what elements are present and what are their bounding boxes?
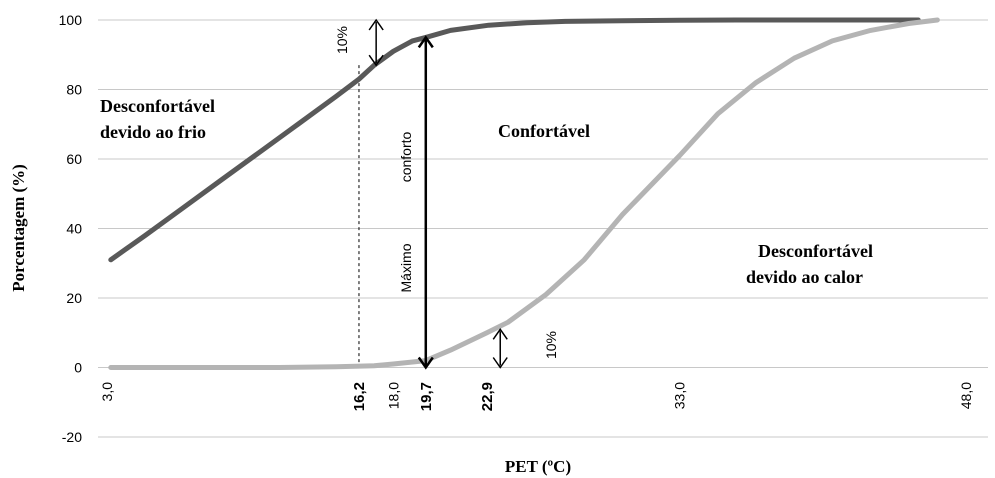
cold-region-label-line1: Desconfortável — [100, 96, 215, 116]
ten-percent-bottom-label: 10% — [543, 331, 559, 359]
x-tick-label: 18,0 — [385, 382, 401, 409]
gridlines — [98, 19, 988, 438]
series-heat-discomfort-line — [108, 17, 940, 370]
comfort-region-label: Confortável — [498, 121, 590, 141]
x-tick-label: 19,7 — [418, 382, 435, 411]
y-axis-ticks: -20 0 20 40 60 80 100 — [59, 12, 83, 445]
x-axis-title: PET (ºC) — [505, 457, 571, 476]
heat-region-label-line2: devido ao calor — [746, 267, 863, 287]
x-tick-label: 48,0 — [958, 382, 974, 409]
heat-region-label-line1: Desconfortável — [758, 241, 873, 261]
x-axis-ticks: 3,0 16,2 18,0 19,7 22,9 33,0 48,0 — [99, 382, 974, 411]
max-comfort-label-1: Máximo — [398, 243, 414, 292]
x-tick-label: 33,0 — [672, 382, 688, 409]
cold-region-label-line2: devido ao frio — [100, 122, 206, 142]
x-tick-label: 3,0 — [99, 382, 115, 402]
ten-percent-top-arrow — [368, 18, 384, 67]
max-comfort-label-2: conforto — [398, 131, 414, 182]
ten-percent-top-label: 10% — [334, 26, 350, 54]
x-tick-label: 22,9 — [479, 382, 496, 411]
x-tick-label: 16,2 — [351, 382, 368, 411]
y-axis-title: Porcentagem (%) — [9, 164, 28, 292]
y-tick-label: 40 — [66, 221, 82, 237]
y-tick-label: -20 — [62, 429, 82, 445]
annotation-arrows — [368, 18, 508, 370]
y-tick-label: 60 — [66, 151, 82, 167]
series-cold-discomfort-line — [108, 17, 921, 263]
y-tick-label: 0 — [74, 360, 82, 376]
ten-percent-bottom-arrow — [492, 327, 508, 369]
y-tick-label: 20 — [66, 290, 82, 306]
y-tick-label: 80 — [66, 82, 82, 98]
max-comfort-arrow — [417, 35, 434, 370]
y-tick-label: 100 — [59, 12, 83, 28]
